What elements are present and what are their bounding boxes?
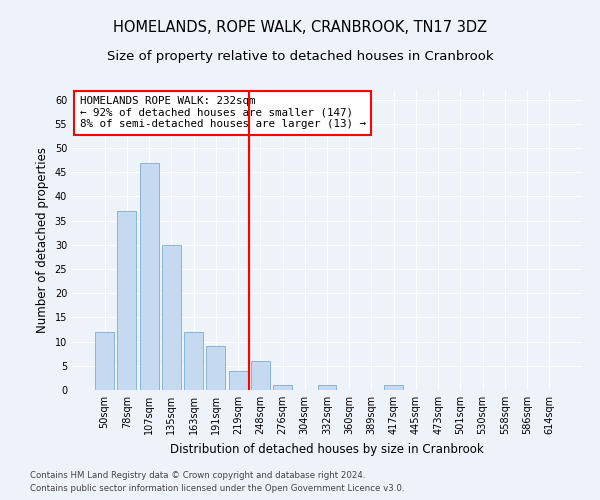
Bar (229, 370, 248, 390)
Text: Contains HM Land Registry data © Crown copyright and database right 2024.: Contains HM Land Registry data © Crown c… (30, 470, 365, 480)
Bar (384, 385, 403, 390)
Bar (184, 332, 203, 390)
Bar (251, 361, 270, 390)
Bar (206, 346, 225, 390)
X-axis label: Distribution of detached houses by size in Cranbrook: Distribution of detached houses by size … (170, 442, 484, 456)
Text: Contains public sector information licensed under the Open Government Licence v3: Contains public sector information licen… (30, 484, 404, 493)
Bar (273, 385, 292, 390)
Bar (95, 332, 114, 390)
Bar (162, 245, 181, 390)
Text: HOMELANDS ROPE WALK: 232sqm
← 92% of detached houses are smaller (147)
8% of sem: HOMELANDS ROPE WALK: 232sqm ← 92% of det… (80, 96, 365, 129)
Bar (118, 211, 136, 390)
Y-axis label: Number of detached properties: Number of detached properties (36, 147, 49, 333)
Bar (317, 385, 337, 390)
Bar (140, 162, 158, 390)
Text: HOMELANDS, ROPE WALK, CRANBROOK, TN17 3DZ: HOMELANDS, ROPE WALK, CRANBROOK, TN17 3D… (113, 20, 487, 35)
Text: Size of property relative to detached houses in Cranbrook: Size of property relative to detached ho… (107, 50, 493, 63)
